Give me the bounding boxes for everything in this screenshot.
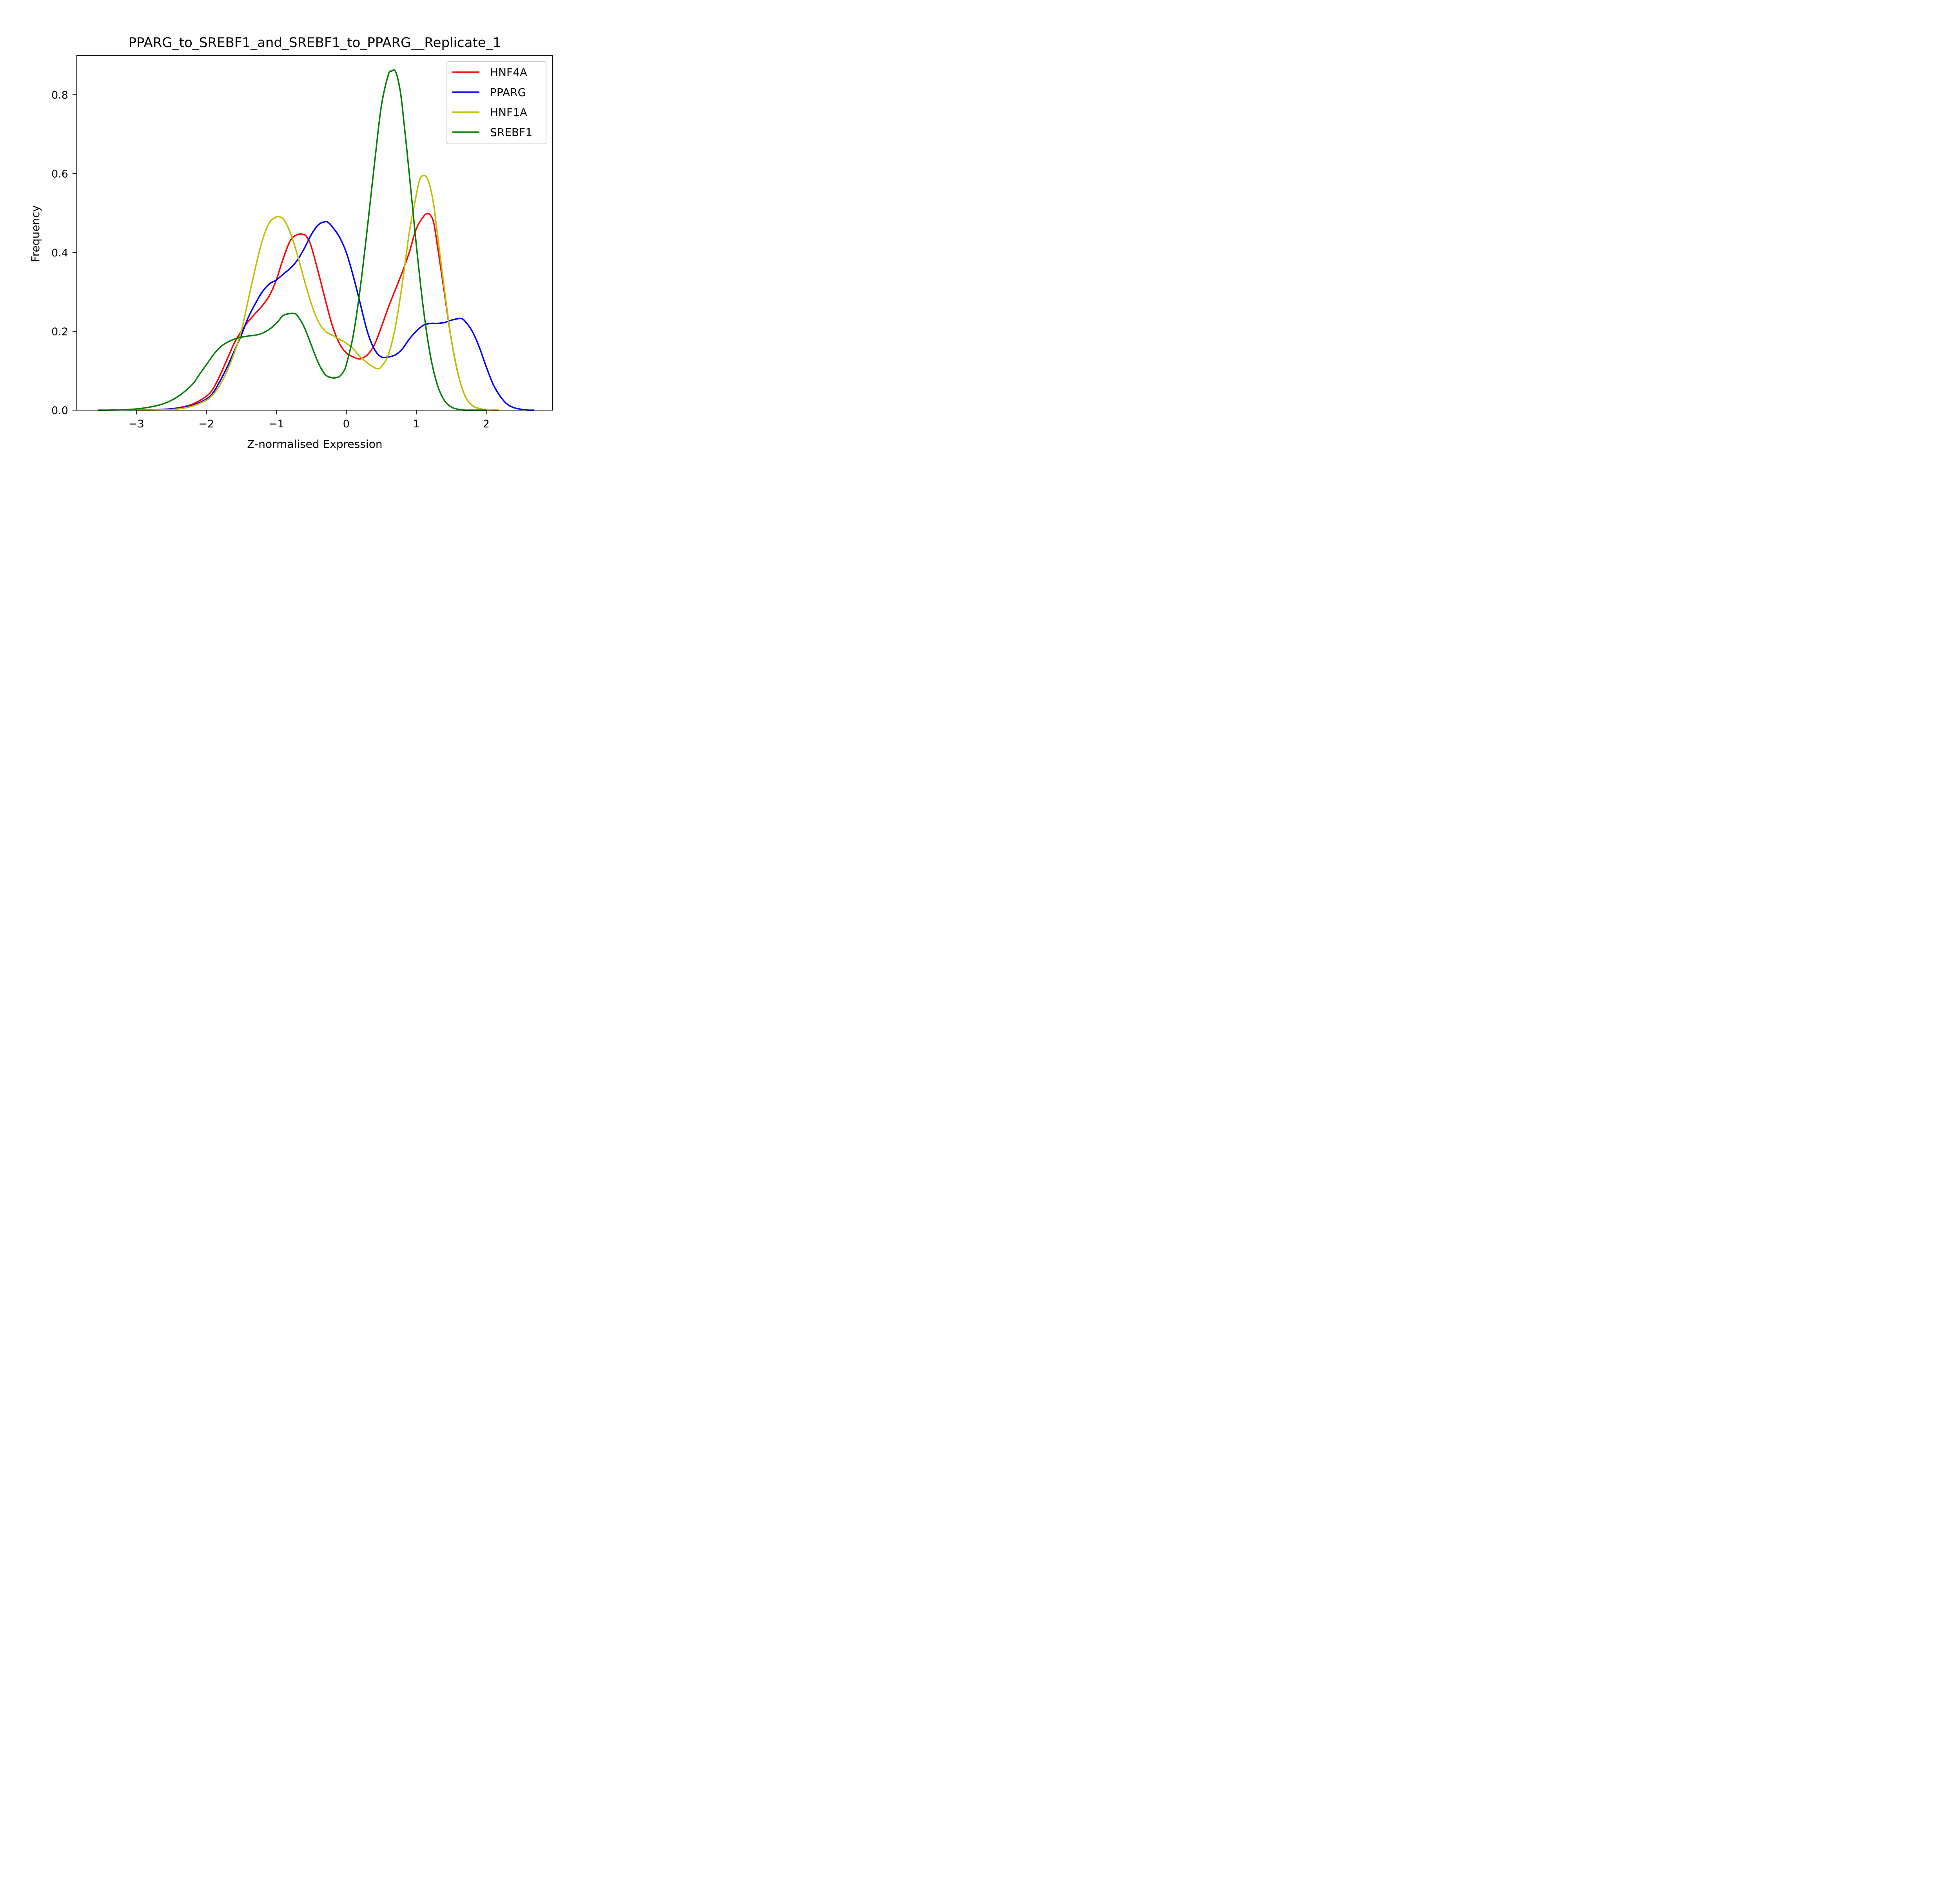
y-tick-label: 0.8 [51, 89, 68, 102]
legend-box [446, 61, 546, 144]
x-tick-label: −2 [198, 418, 214, 430]
y-tick-label: 0.0 [51, 405, 68, 417]
x-tick-label: 2 [483, 418, 490, 430]
legend: HNF4A PPARG HNF1A SREBF1 [446, 61, 546, 144]
y-tick-label: 0.6 [51, 168, 68, 180]
series-line-hnf1a [136, 174, 499, 411]
x-axis-label: Z-normalised Expression [247, 438, 382, 451]
series-lines [98, 69, 534, 411]
y-axis-label: Frequency [29, 205, 42, 262]
density-chart: PPARG_to_SREBF1_and_SREBF1_to_PPARG__Rep… [0, 0, 606, 455]
x-tick-label: 1 [413, 418, 419, 430]
x-tick-label: −3 [129, 418, 144, 430]
y-axis-ticks: 0.0 0.2 0.4 0.6 0.8 [51, 89, 77, 417]
legend-label-hnf1a: HNF1A [490, 106, 527, 119]
legend-label-pparg: PPARG [490, 86, 526, 99]
y-tick-label: 0.2 [51, 326, 68, 338]
x-tick-label: 0 [343, 418, 350, 430]
legend-label-srebf1: SREBF1 [490, 126, 532, 139]
chart-title: PPARG_to_SREBF1_and_SREBF1_to_PPARG__Rep… [129, 35, 501, 51]
axes-frame [76, 55, 553, 411]
y-tick-label: 0.4 [51, 247, 68, 259]
series-line-srebf1 [98, 69, 486, 411]
x-axis-ticks: −3 −2 −1 0 1 2 [129, 410, 490, 430]
x-tick-label: −1 [269, 418, 284, 430]
legend-label-hnf4a: HNF4A [490, 66, 527, 79]
